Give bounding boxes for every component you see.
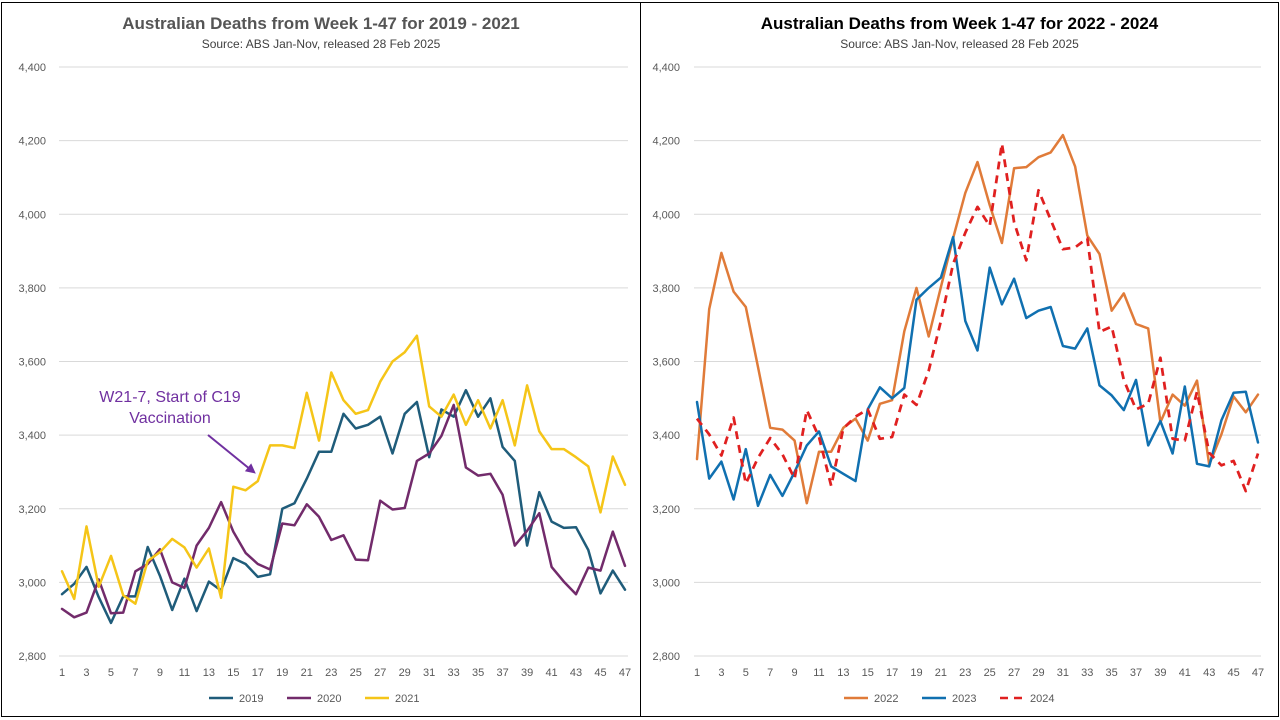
- x-tick-label: 11: [813, 667, 824, 679]
- x-tick-label: 5: [743, 667, 749, 679]
- x-tick-label: 35: [472, 667, 484, 679]
- x-tick-label: 9: [157, 667, 163, 679]
- annotation-arrowhead: [244, 463, 256, 474]
- x-tick-label: 19: [910, 667, 922, 679]
- x-tick-label: 25: [984, 667, 996, 679]
- y-tick-label: 3,200: [18, 504, 46, 516]
- series-line-2021: [60, 334, 627, 605]
- x-tick-label: 39: [521, 667, 533, 679]
- x-tick-label: 21: [301, 667, 313, 679]
- x-tick-label: 5: [108, 667, 114, 679]
- x-tick-label: 39: [1154, 667, 1166, 679]
- series-line-2020: [60, 403, 627, 619]
- y-tick-label: 3,000: [652, 577, 680, 589]
- x-tick-label: 25: [350, 667, 362, 679]
- x-tick-label: 9: [792, 667, 798, 679]
- x-tick-label: 45: [1227, 667, 1239, 679]
- annotation-text: Vaccination: [129, 410, 211, 427]
- legend-label-2023: 2023: [952, 693, 976, 705]
- x-tick-label: 1: [59, 667, 65, 679]
- x-tick-label: 27: [374, 667, 386, 679]
- legend-label-2019: 2019: [239, 693, 263, 705]
- y-tick-label: 3,600: [652, 357, 680, 369]
- x-tick-label: 21: [935, 667, 947, 679]
- y-tick-label: 2,800: [18, 651, 46, 663]
- series-line-2024: [695, 142, 1260, 493]
- x-tick-label: 43: [570, 667, 582, 679]
- x-tick-label: 31: [423, 667, 435, 679]
- y-tick-label: 3,800: [18, 283, 46, 295]
- x-tick-label: 1: [694, 667, 700, 679]
- y-tick-label: 4,200: [18, 136, 46, 148]
- chart-plot-area: 2,800 3,000 3,200 3,400 3,600 3,800 4,000 4,200…: [18, 62, 631, 705]
- x-tick-label: 3: [718, 667, 724, 679]
- x-tick-label: 33: [1081, 667, 1093, 679]
- chart-subtitle: Source: ABS Jan-Nov, released 28 Feb 202…: [201, 37, 441, 51]
- x-tick-label: 33: [448, 667, 460, 679]
- legend-label-2024: 2024: [1030, 693, 1054, 705]
- legend-label-2020: 2020: [317, 693, 341, 705]
- x-tick-label: 11: [179, 667, 190, 679]
- y-tick-label: 4,000: [18, 209, 46, 221]
- x-tick-label: 19: [276, 667, 288, 679]
- chart-subtitle: Source: ABS Jan-Nov, released 28 Feb 202…: [840, 37, 1079, 51]
- y-tick-label: 4,400: [18, 62, 46, 74]
- x-tick-label: 23: [959, 667, 971, 679]
- x-tick-label: 37: [496, 667, 508, 679]
- x-tick-label: 3: [83, 667, 89, 679]
- x-tick-label: 7: [767, 667, 773, 679]
- legend-label-2022: 2022: [874, 693, 898, 705]
- y-tick-label: 4,200: [652, 136, 680, 148]
- chart-title: Australian Deaths from Week 1-47 for 202…: [760, 14, 1159, 33]
- series-line-2023: [695, 235, 1260, 508]
- x-tick-label: 29: [1032, 667, 1044, 679]
- x-tick-label: 13: [203, 667, 215, 679]
- x-tick-label: 15: [862, 667, 874, 679]
- x-tick-label: 43: [1203, 667, 1215, 679]
- x-tick-label: 41: [1179, 667, 1191, 679]
- x-tick-label: 7: [132, 667, 138, 679]
- y-tick-label: 3,800: [652, 283, 680, 295]
- x-tick-label: 13: [837, 667, 849, 679]
- annotation-text: W21-7, Start of C19: [99, 389, 240, 406]
- series-line-2019: [60, 388, 627, 625]
- annotation-arrow: [207, 434, 253, 472]
- x-tick-label: 47: [619, 667, 631, 679]
- chart-panel-2019-2021: Australian Deaths from Week 1-47 for 201…: [1, 2, 641, 717]
- x-tick-label: 31: [1057, 667, 1069, 679]
- x-tick-label: 47: [1252, 667, 1264, 679]
- x-tick-label: 17: [252, 667, 264, 679]
- x-tick-label: 29: [399, 667, 411, 679]
- y-tick-label: 2,800: [652, 651, 680, 663]
- y-tick-label: 3,000: [18, 577, 46, 589]
- y-tick-label: 3,400: [652, 430, 680, 442]
- chart-title: Australian Deaths from Week 1-47 for 201…: [122, 14, 520, 33]
- chart-plot-area: 2,800 3,000 3,200 3,400 3,600 3,800 4,000 4,200…: [652, 62, 1264, 705]
- y-tick-label: 4,400: [652, 62, 680, 74]
- x-tick-label: 27: [1008, 667, 1020, 679]
- chart-panel-2022-2024: Australian Deaths from Week 1-47 for 202…: [640, 2, 1279, 717]
- y-tick-label: 3,400: [18, 430, 46, 442]
- legend-label-2021: 2021: [395, 693, 419, 705]
- x-tick-label: 41: [545, 667, 557, 679]
- x-tick-label: 35: [1106, 667, 1118, 679]
- x-tick-label: 37: [1130, 667, 1142, 679]
- x-tick-label: 45: [594, 667, 606, 679]
- y-tick-label: 3,200: [652, 504, 680, 516]
- x-tick-label: 17: [886, 667, 898, 679]
- x-tick-label: 23: [325, 667, 337, 679]
- x-tick-label: 15: [227, 667, 239, 679]
- y-tick-label: 4,000: [652, 209, 680, 221]
- y-tick-label: 3,600: [18, 357, 46, 369]
- series-line-2022: [695, 133, 1260, 505]
